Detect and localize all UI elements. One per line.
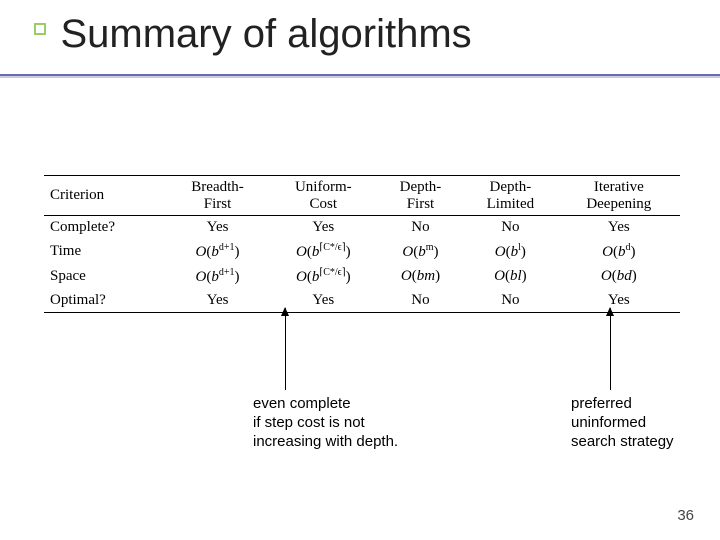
cell: No <box>378 289 463 313</box>
slide: Summary of algorithms Criterion Breadth-… <box>0 0 720 540</box>
table-header-row: Criterion Breadth-First Uniform-Cost Dep… <box>44 176 680 216</box>
row-label: Complete? <box>44 216 166 240</box>
cell: Yes <box>166 289 268 313</box>
cell: No <box>463 289 558 313</box>
table-row: Time O(bd+1) O(b⌈C*/ϵ⌉) O(bm) O(bl) O(bd… <box>44 239 680 264</box>
annotation-uniform: even complete if step cost is not increa… <box>253 395 398 451</box>
row-label: Optimal? <box>44 289 166 313</box>
cell: Yes <box>558 289 680 313</box>
cell: Yes <box>166 216 268 240</box>
cell: No <box>463 216 558 240</box>
arrow-icon <box>285 308 286 390</box>
cell: O(bm) <box>378 264 463 289</box>
col-uniform: Uniform-Cost <box>269 176 378 216</box>
title-block: Summary of algorithms <box>34 12 472 57</box>
comparison-table: Criterion Breadth-First Uniform-Cost Dep… <box>44 175 680 313</box>
cell: O(b⌈C*/ϵ⌉) <box>269 239 378 264</box>
bullet-icon <box>34 23 46 35</box>
cell: O(bd) <box>558 264 680 289</box>
cell: O(bl) <box>463 264 558 289</box>
comparison-table-wrap: Criterion Breadth-First Uniform-Cost Dep… <box>44 175 680 313</box>
cell: O(b⌈C*/ϵ⌉) <box>269 264 378 289</box>
table-row: Space O(bd+1) O(b⌈C*/ϵ⌉) O(bm) O(bl) O(b… <box>44 264 680 289</box>
cell: Yes <box>558 216 680 240</box>
slide-title: Summary of algorithms <box>60 12 471 56</box>
cell: O(bd) <box>558 239 680 264</box>
page-number: 36 <box>677 507 694 524</box>
cell: O(bd+1) <box>166 239 268 264</box>
cell: Yes <box>269 216 378 240</box>
annotation-iterative: preferred uninformed search strategy <box>571 395 674 451</box>
row-label: Time <box>44 239 166 264</box>
cell: O(bm) <box>378 239 463 264</box>
cell: O(bl) <box>463 239 558 264</box>
col-depth: Depth-First <box>378 176 463 216</box>
table-row: Complete? Yes Yes No No Yes <box>44 216 680 240</box>
col-iterative: IterativeDeepening <box>558 176 680 216</box>
underline-shadow <box>0 76 720 78</box>
col-criterion: Criterion <box>44 176 166 216</box>
table-row: Optimal? Yes Yes No No Yes <box>44 289 680 313</box>
row-label: Space <box>44 264 166 289</box>
cell: No <box>378 216 463 240</box>
cell: O(bd+1) <box>166 264 268 289</box>
col-limited: Depth-Limited <box>463 176 558 216</box>
arrow-icon <box>610 308 611 390</box>
col-breadth: Breadth-First <box>166 176 268 216</box>
